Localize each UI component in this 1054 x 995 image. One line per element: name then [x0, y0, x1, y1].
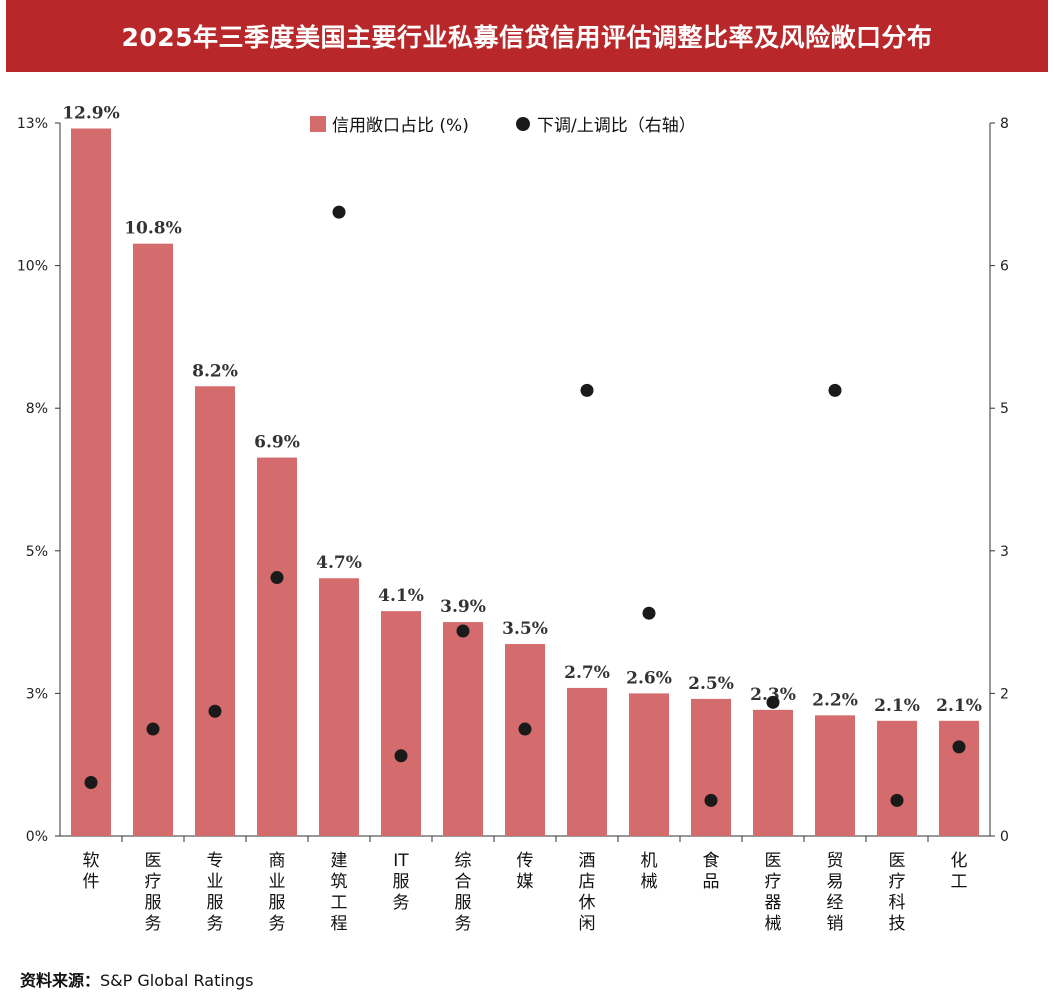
legend-dot-label: 下调/上调比（右轴）: [537, 116, 696, 136]
bar: [567, 687, 607, 836]
category-label: 医疗器械: [765, 851, 782, 934]
bar: [319, 578, 359, 836]
bar: [71, 128, 111, 836]
bar: [195, 386, 235, 836]
bar: [505, 644, 545, 836]
bar-data-label: 2.3%: [750, 685, 796, 705]
left-tick-label: 13%: [17, 116, 48, 132]
legend-bar-label: 信用敞口占比 (%): [332, 116, 469, 136]
right-tick-label: 8: [1000, 116, 1009, 132]
left-tick-label: 0%: [26, 829, 48, 845]
bar: [939, 720, 979, 836]
ratio-dot: [84, 776, 98, 790]
category-label: 机械: [641, 851, 658, 892]
ratio-dot: [580, 383, 594, 397]
left-tick-label: 5%: [26, 544, 48, 560]
bar-data-label: 8.2%: [192, 361, 238, 381]
bar: [815, 715, 855, 836]
bar-data-label: 2.5%: [688, 674, 734, 694]
category-label: 医疗服务: [145, 851, 162, 934]
bar: [257, 457, 297, 836]
ratio-dot: [766, 695, 780, 709]
bar-data-label: 4.7%: [316, 553, 362, 573]
bar-data-label: 2.7%: [564, 663, 610, 683]
bar: [691, 698, 731, 836]
ratio-dot: [394, 749, 408, 763]
right-tick-label: 6: [1000, 259, 1009, 275]
category-label: 食品: [703, 851, 720, 892]
bar: [753, 709, 793, 836]
category-label: 传媒: [517, 851, 534, 892]
category-label: 专业服务: [207, 851, 224, 934]
right-tick-label: 3: [1000, 544, 1009, 560]
category-label: 贸易经销: [827, 851, 844, 934]
bar-data-label: 3.5%: [502, 619, 548, 639]
bar: [443, 622, 483, 836]
bar-data-label: 2.1%: [874, 696, 920, 716]
ratio-dot: [642, 606, 656, 620]
source-value: S&P Global Ratings: [100, 971, 254, 990]
source-label: 资料来源：: [20, 971, 101, 990]
category-label: 医疗科技: [889, 851, 906, 934]
chart: 0% 3% 5% 8% 10% 13% 0 2 3 5 6 8 12.9% 软件 10.8% 医疗服务 8.2%…: [17, 103, 1009, 934]
bar-data-label: 10.8%: [124, 219, 182, 239]
source-note: 资料来源：S&P Global Ratings: [20, 967, 253, 991]
bar: [629, 693, 669, 836]
legend-bar-swatch: [310, 116, 326, 132]
ratio-dot: [208, 704, 222, 718]
legend-dot-swatch: [516, 117, 530, 131]
bar-data-label: 12.9%: [62, 103, 120, 123]
right-tick-label: 2: [1000, 686, 1009, 702]
ratio-dot: [704, 793, 718, 807]
right-tick-label: 5: [1000, 401, 1009, 417]
bar-data-label: 2.2%: [812, 690, 858, 710]
category-label: IT 服务: [393, 851, 410, 913]
ratio-dot: [270, 571, 284, 585]
left-tick-label: 3%: [26, 686, 48, 702]
bar-data-label: 2.1%: [936, 696, 982, 716]
category-label: 化工: [951, 851, 968, 892]
category-label: 酒店休闲: [579, 851, 596, 934]
ratio-dot: [146, 722, 160, 736]
bar: [133, 243, 173, 836]
ratio-dot: [828, 383, 842, 397]
bar-data-label: 4.1%: [378, 586, 424, 606]
left-tick-label: 10%: [17, 259, 48, 275]
right-tick-label: 0: [1000, 829, 1009, 845]
bar-data-label: 2.6%: [626, 668, 672, 688]
ratio-dot: [952, 740, 966, 754]
ratio-dot: [456, 624, 470, 638]
bar-data-label: 6.9%: [254, 433, 300, 453]
chart-title: 2025年三季度美国主要行业私募信贷信用评估调整比率及风险敞口分布: [6, 0, 1048, 72]
bar-data-label: 3.9%: [440, 597, 486, 617]
category-label: 软件: [83, 851, 100, 892]
bar: [877, 720, 917, 836]
ratio-dot: [890, 793, 904, 807]
ratio-dot: [518, 722, 532, 736]
category-label: 商业服务: [269, 851, 286, 934]
category-label: 综合服务: [455, 851, 472, 934]
category-label: 建筑工程: [331, 851, 348, 934]
bar: [381, 611, 421, 836]
left-tick-label: 8%: [26, 401, 48, 417]
ratio-dot: [332, 205, 346, 219]
